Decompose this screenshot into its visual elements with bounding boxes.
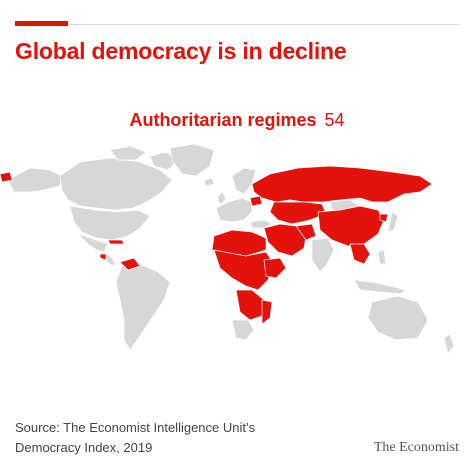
arctic-islands-region	[109, 145, 147, 161]
southeast-asia-region	[349, 243, 371, 265]
source-note: Source: The Economist Intelligence Unit’…	[15, 418, 255, 458]
brand-red-tab	[15, 21, 68, 26]
india-region	[311, 237, 335, 273]
category-count: 54	[324, 110, 345, 130]
central-africa-region	[213, 249, 275, 291]
iceland-region	[203, 177, 215, 187]
top-rule	[15, 24, 460, 25]
world-map-svg	[0, 143, 455, 355]
source-line-2: Democracy Index, 2019	[15, 440, 153, 455]
afghanistan-region	[295, 223, 317, 241]
uk-region	[217, 191, 227, 205]
source-line-1: Source: The Economist Intelligence Unit’…	[15, 420, 256, 435]
cuba-region	[107, 239, 125, 245]
venezuela-region	[119, 257, 141, 271]
new-zealand-region	[443, 333, 455, 355]
nicaragua-region	[99, 253, 107, 261]
turkey-region	[249, 219, 273, 229]
greenland-region	[169, 143, 215, 177]
category-name: Authoritarian regimes	[129, 110, 317, 130]
europe-region	[215, 197, 253, 223]
north-korea-region	[379, 213, 389, 223]
usa-region	[69, 205, 151, 241]
philippines-region	[377, 249, 387, 265]
indonesia-region	[353, 279, 407, 295]
mozambique-region	[261, 299, 273, 325]
south-america-region	[115, 263, 171, 351]
japan-region	[387, 211, 399, 233]
southern-africa-region	[235, 289, 265, 321]
middle-east-region	[263, 223, 307, 257]
belarus-region	[249, 195, 263, 207]
category-label: Authoritarian regimes 54	[0, 110, 474, 131]
central-asia-region	[269, 201, 327, 225]
world-map	[0, 140, 474, 400]
baffin-region	[149, 151, 179, 171]
russia-region	[251, 165, 433, 203]
chukotka-region	[0, 171, 13, 183]
scandinavia-region	[231, 167, 257, 195]
chart-title: Global democracy is in decline	[15, 38, 347, 64]
brand-wordmark: The Economist	[373, 440, 459, 455]
east-africa-region	[263, 257, 287, 279]
south-africa-region	[231, 319, 255, 341]
alaska-region	[7, 167, 63, 193]
china-region	[317, 205, 385, 247]
australia-region	[367, 295, 429, 341]
